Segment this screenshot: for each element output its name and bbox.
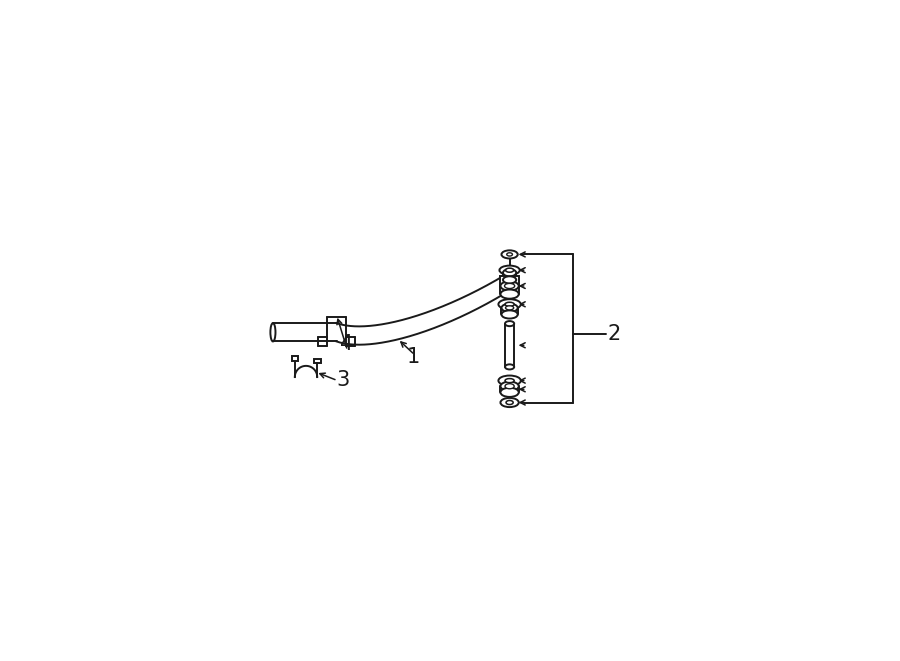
Ellipse shape bbox=[500, 381, 518, 391]
FancyBboxPatch shape bbox=[500, 276, 519, 286]
Ellipse shape bbox=[505, 383, 514, 389]
Ellipse shape bbox=[500, 388, 518, 397]
Ellipse shape bbox=[506, 401, 513, 405]
Ellipse shape bbox=[506, 306, 514, 310]
Text: 3: 3 bbox=[337, 369, 350, 389]
Ellipse shape bbox=[499, 375, 521, 386]
Ellipse shape bbox=[505, 321, 514, 326]
Ellipse shape bbox=[503, 269, 517, 276]
Ellipse shape bbox=[500, 290, 518, 299]
Text: 1: 1 bbox=[406, 347, 419, 367]
Ellipse shape bbox=[501, 311, 518, 319]
Ellipse shape bbox=[505, 284, 515, 288]
Bar bbox=[314, 360, 320, 364]
Ellipse shape bbox=[506, 268, 514, 272]
Ellipse shape bbox=[499, 299, 521, 309]
Ellipse shape bbox=[503, 276, 517, 284]
Text: 4: 4 bbox=[340, 334, 354, 354]
Ellipse shape bbox=[500, 266, 520, 275]
Circle shape bbox=[506, 278, 513, 285]
Ellipse shape bbox=[505, 364, 514, 369]
Bar bbox=[292, 356, 298, 361]
Ellipse shape bbox=[505, 302, 514, 306]
Ellipse shape bbox=[500, 282, 518, 291]
Ellipse shape bbox=[507, 253, 512, 256]
Ellipse shape bbox=[501, 251, 518, 258]
Ellipse shape bbox=[500, 398, 518, 407]
Ellipse shape bbox=[270, 323, 275, 342]
Ellipse shape bbox=[505, 379, 514, 383]
Ellipse shape bbox=[501, 304, 518, 312]
Text: 2: 2 bbox=[608, 324, 621, 344]
